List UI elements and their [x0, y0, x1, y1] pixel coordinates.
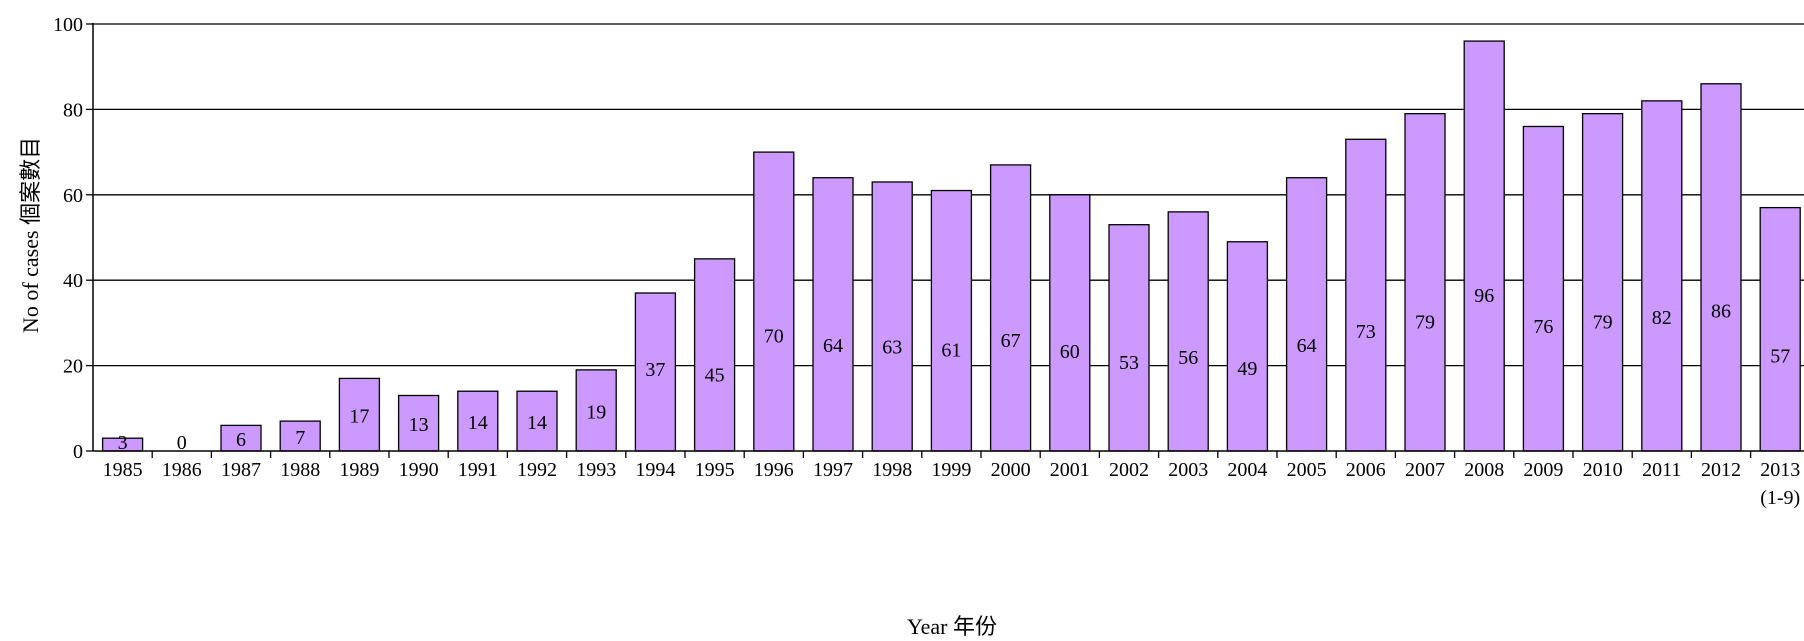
- data-label: 37: [645, 359, 665, 381]
- x-tick-label: 2003: [1168, 459, 1208, 481]
- bar: [634, 292, 677, 452]
- x-tick-label: 1987: [221, 459, 261, 481]
- x-tick-label: 2006: [1346, 459, 1386, 481]
- data-label: 19: [586, 401, 606, 423]
- bar: [1049, 194, 1091, 452]
- bar: [338, 377, 381, 452]
- bar: [220, 424, 262, 452]
- data-label: 79: [1415, 312, 1435, 334]
- bars: [101, 40, 1801, 452]
- data-label: 6: [236, 429, 246, 451]
- bar: [575, 369, 617, 452]
- bar: [1285, 177, 1328, 452]
- bar: [1345, 138, 1387, 452]
- x-tick-label: 1996: [754, 459, 794, 481]
- bar: [1700, 83, 1742, 452]
- x-tick-label: 1999: [931, 459, 971, 481]
- data-label: 13: [409, 414, 429, 436]
- x-tick-label: 2000: [991, 459, 1031, 481]
- labels: 0204060801001985319860198761988719891719…: [53, 14, 1800, 509]
- x-tick-label: 1998: [872, 459, 912, 481]
- bar: [516, 390, 558, 452]
- bar: [753, 151, 795, 452]
- axes: [86, 23, 1804, 458]
- bar: [1463, 40, 1505, 452]
- data-label: 14: [527, 412, 547, 434]
- bar: [989, 164, 1032, 452]
- x-tick-label: 1988: [280, 459, 320, 481]
- y-tick-label: 0: [73, 441, 83, 463]
- x-tick-label: 1989: [339, 459, 379, 481]
- data-label: 3: [118, 432, 128, 454]
- x-tick-label: 1994: [635, 459, 675, 481]
- x-tick-label: 1986: [162, 459, 202, 481]
- bar: [1759, 206, 1801, 452]
- bar: [871, 181, 913, 452]
- x-tick-label: 2007: [1405, 459, 1445, 481]
- data-label: 82: [1652, 307, 1672, 329]
- data-label: 73: [1356, 321, 1376, 343]
- y-tick-label: 60: [63, 185, 83, 207]
- bar: [1522, 125, 1565, 452]
- bar: [930, 189, 973, 452]
- y-tick-label: 100: [53, 14, 83, 36]
- data-label: 56: [1178, 347, 1198, 369]
- bar: [812, 177, 854, 452]
- data-label: 49: [1237, 358, 1257, 380]
- data-label: 76: [1533, 316, 1553, 338]
- bar: [1226, 241, 1269, 452]
- bar: [397, 394, 440, 452]
- data-label: 17: [349, 406, 369, 428]
- x-tick-label: 1985: [103, 459, 143, 481]
- x-tick-label: 2010: [1583, 459, 1623, 481]
- data-label: 60: [1060, 341, 1080, 363]
- x-tick-label: 2009: [1523, 459, 1563, 481]
- data-label: 45: [705, 364, 725, 386]
- x-tick-label: 1993: [576, 459, 616, 481]
- data-label: 7: [295, 427, 305, 449]
- bar: [1404, 113, 1446, 452]
- x-tick-label: 2002: [1109, 459, 1149, 481]
- data-label: 67: [1001, 330, 1021, 352]
- data-label: 86: [1711, 301, 1731, 323]
- data-label: 96: [1474, 285, 1494, 307]
- x-tick-label: 1991: [458, 459, 498, 481]
- x-tick-label: 1990: [399, 459, 439, 481]
- x-tick-label: 1992: [517, 459, 557, 481]
- x-tick-label: 2013: [1760, 459, 1800, 481]
- data-label: 79: [1593, 312, 1613, 334]
- data-label: 64: [1297, 335, 1317, 357]
- data-label: 64: [823, 335, 843, 357]
- data-label: 63: [882, 336, 902, 358]
- data-label: 61: [941, 339, 961, 361]
- x-tick-label: 1997: [813, 459, 853, 481]
- y-tick-label: 80: [63, 99, 83, 121]
- data-label: 70: [764, 326, 784, 348]
- x-tick-label: 1995: [695, 459, 735, 481]
- x-tick-label: 2005: [1287, 459, 1327, 481]
- y-axis-title: No of cases 個案數目: [18, 137, 43, 333]
- bar: [1581, 113, 1624, 452]
- x-tick-label: 2004: [1227, 459, 1267, 481]
- x-tick-label: 2011: [1642, 459, 1681, 481]
- bar: [1167, 211, 1209, 452]
- data-label: 57: [1770, 346, 1790, 368]
- x-tick-label: 2012: [1701, 459, 1741, 481]
- data-label: 53: [1119, 352, 1139, 374]
- x-tick-label: 2008: [1464, 459, 1504, 481]
- data-label: 0: [177, 432, 187, 454]
- y-tick-label: 20: [63, 356, 83, 378]
- x-tick-label: 2001: [1050, 459, 1090, 481]
- x-tick-sublabel: (1-9): [1760, 487, 1800, 509]
- bar: [457, 390, 499, 452]
- y-tick-label: 40: [63, 270, 83, 292]
- x-axis-title: Year 年份: [907, 614, 997, 639]
- bar: [693, 258, 736, 452]
- data-label: 14: [468, 412, 488, 434]
- bar: [1641, 100, 1683, 452]
- bar: [1108, 224, 1150, 452]
